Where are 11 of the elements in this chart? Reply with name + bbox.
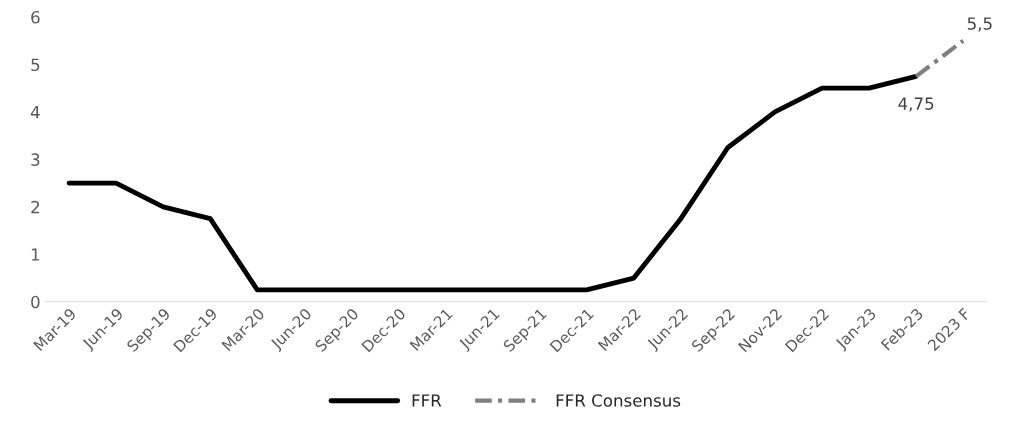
data-label: 5,5 <box>967 17 992 32</box>
y-tick-label: 4 <box>30 106 40 119</box>
legend-label: FFR Consensus <box>556 394 681 407</box>
y-tick-label: 5 <box>31 58 40 72</box>
y-tick-label: 1 <box>31 248 40 261</box>
y-tick-label: 0 <box>31 295 40 309</box>
legend-label: FFR <box>412 394 442 407</box>
data-label: 4,75 <box>898 97 934 112</box>
y-tick-label: 6 <box>31 10 40 24</box>
y-tick-label: 3 <box>31 153 40 166</box>
y-tick-label: 2 <box>31 200 40 214</box>
